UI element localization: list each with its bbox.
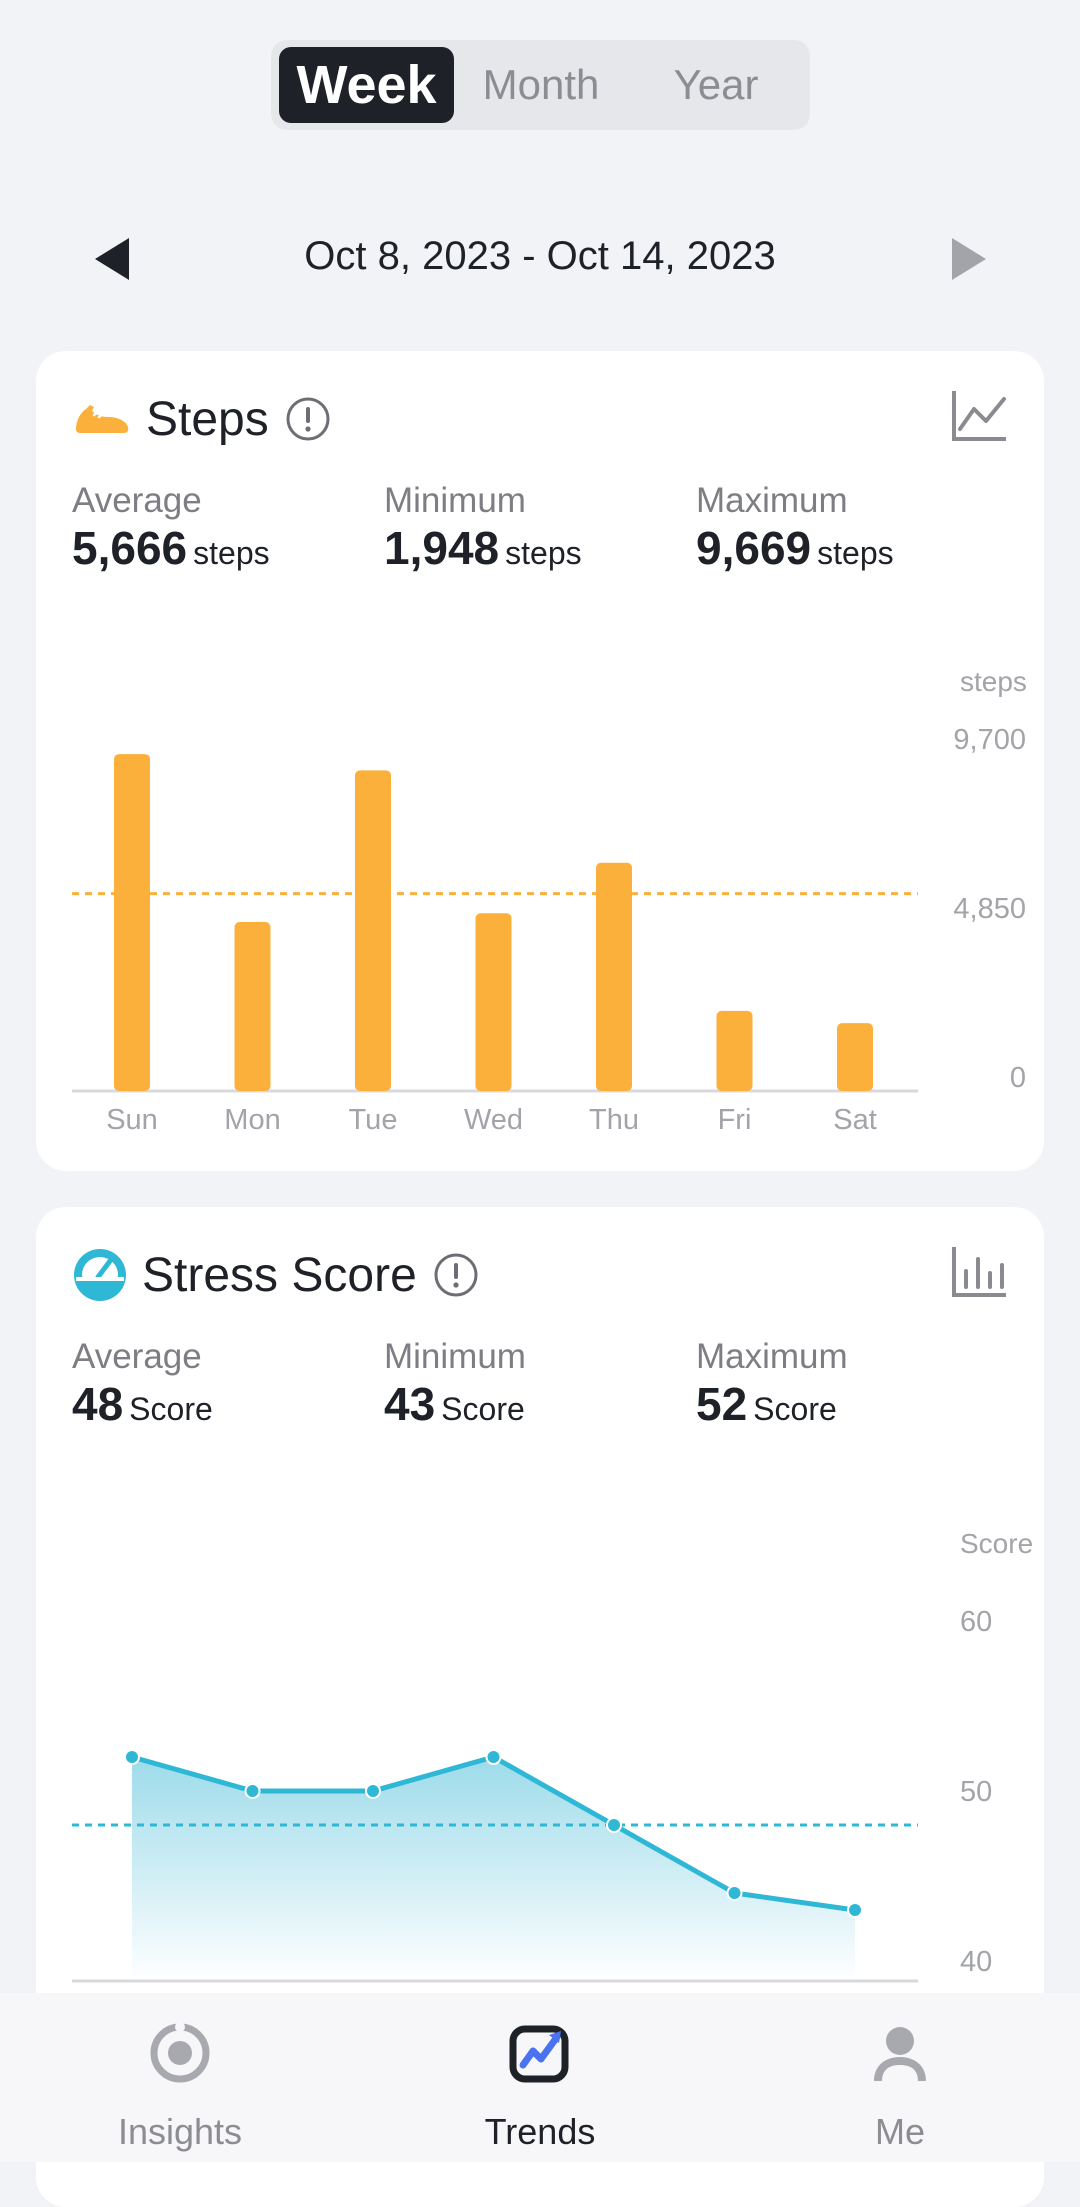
data-point (726, 1885, 743, 1901)
stat-label: Maximum (696, 1337, 848, 1376)
stat-label: Maximum (696, 481, 848, 520)
data-point (485, 1749, 502, 1765)
bar (596, 862, 632, 1091)
tab-year[interactable]: Year (673, 61, 759, 108)
data-point (365, 1783, 381, 1799)
date-navigation: Oct 8, 2023 - Oct 14, 2023 (0, 220, 1080, 300)
person-icon (874, 2027, 926, 2081)
nav-label: Insights (117, 2111, 243, 2152)
bar (355, 770, 391, 1091)
steps-bar-chart: steps 0 4,850 9,700 Sun Mon Tue Wed Thu Fri Sat (72, 666, 1027, 1136)
stat-value: 52 (696, 1378, 748, 1430)
bar (475, 913, 512, 1091)
x-tick-label: Fri (718, 1104, 752, 1136)
stress-maximum-stat: Maximum 52 Score (696, 1337, 848, 1431)
bar (837, 1023, 873, 1091)
stat-unit: steps (817, 535, 894, 571)
nav-label: Me (874, 2111, 925, 2152)
stat-label: Average (72, 481, 202, 520)
stat-label: Minimum (384, 481, 526, 520)
period-selector: Week Month Year (271, 40, 810, 130)
date-range-label: Oct 8, 2023 - Oct 14, 2023 (304, 234, 776, 278)
stress-score-title: Stress Score (142, 1248, 417, 1302)
nav-trends[interactable]: Trends (440, 1993, 640, 2162)
x-tick-label: Mon (224, 1104, 280, 1136)
bottom-navigation: Insights Trends Me (0, 1993, 1080, 2162)
data-point (244, 1783, 261, 1799)
steps-stats: Average 5,666 steps Minimum 1,948 steps Ma… (72, 481, 1012, 581)
data-point (847, 1902, 863, 1918)
stat-label: Average (72, 1337, 202, 1376)
area-fill (132, 1757, 855, 1981)
trends-icon (509, 2025, 569, 2083)
bar (114, 754, 150, 1091)
stat-label: Minimum (384, 1337, 526, 1376)
previous-week-arrow-icon[interactable] (95, 238, 129, 280)
stress-area-chart: Score405060SunMonTueWedThuFriSat (72, 1528, 1033, 2026)
stress-stats: Average 48 Score Minimum 43 Score Maximum … (72, 1337, 1012, 1437)
stress-average-stat: Average 48 Score (72, 1337, 213, 1431)
x-tick-label: Sat (833, 1104, 877, 1136)
y-tick-label: 50 (960, 1776, 992, 1808)
bar (234, 922, 271, 1091)
line-chart-toggle-icon[interactable] (950, 387, 1010, 443)
stat-value: 5,666 (72, 522, 188, 574)
gauge-icon (74, 1249, 126, 1301)
x-tick-label: Wed (464, 1104, 523, 1136)
stat-value: 1,948 (384, 522, 500, 574)
stat-unit: steps (505, 535, 582, 571)
steps-card[interactable]: Steps Average 5,666 steps Minimum 1,948 st… (36, 351, 1044, 1171)
y-axis-unit-label: steps (960, 666, 1027, 697)
next-week-arrow-icon[interactable] (952, 238, 986, 280)
x-tick-label: Tue (349, 1104, 398, 1136)
shoe-icon (76, 405, 129, 433)
y-tick-label: 9,700 (953, 724, 1026, 756)
bar (716, 1010, 753, 1091)
stress-card-header: Stress Score (72, 1245, 479, 1305)
stat-unit: Score (753, 1391, 837, 1427)
steps-card-header: Steps (72, 389, 331, 449)
bar-chart-toggle-icon[interactable] (950, 1243, 1010, 1299)
stat-value: 48 (72, 1378, 124, 1430)
x-tick-label: Sun (106, 1104, 158, 1136)
data-point (606, 1817, 622, 1833)
data-point (124, 1749, 140, 1765)
stat-value: 9,669 (696, 522, 812, 574)
stat-unit: Score (129, 1391, 213, 1427)
y-tick-label: 4,850 (953, 893, 1026, 925)
stat-unit: Score (441, 1391, 525, 1427)
insights-icon (150, 2023, 210, 2083)
steps-minimum-stat: Minimum 1,948 steps (384, 481, 582, 575)
steps-title: Steps (146, 392, 269, 446)
tab-month[interactable]: Month (482, 61, 600, 108)
nav-insights[interactable]: Insights (80, 1993, 280, 2162)
y-tick-label: 40 (960, 1946, 992, 1978)
y-tick-label: 60 (960, 1606, 992, 1638)
stat-value: 43 (384, 1378, 436, 1430)
steps-average-stat: Average 5,666 steps (72, 481, 270, 575)
nav-label: Trends (484, 2111, 596, 2152)
steps-info-icon[interactable] (285, 396, 331, 442)
stat-unit: steps (193, 535, 270, 571)
stress-minimum-stat: Minimum 43 Score (384, 1337, 526, 1431)
y-tick-label: 0 (1010, 1062, 1026, 1094)
nav-me[interactable]: Me (800, 1993, 1000, 2162)
steps-maximum-stat: Maximum 9,669 steps (696, 481, 894, 575)
x-tick-label: Thu (589, 1104, 639, 1136)
stress-info-icon[interactable] (433, 1252, 479, 1298)
y-axis-unit-label: Score (960, 1528, 1033, 1559)
tab-week[interactable]: Week (279, 47, 454, 123)
